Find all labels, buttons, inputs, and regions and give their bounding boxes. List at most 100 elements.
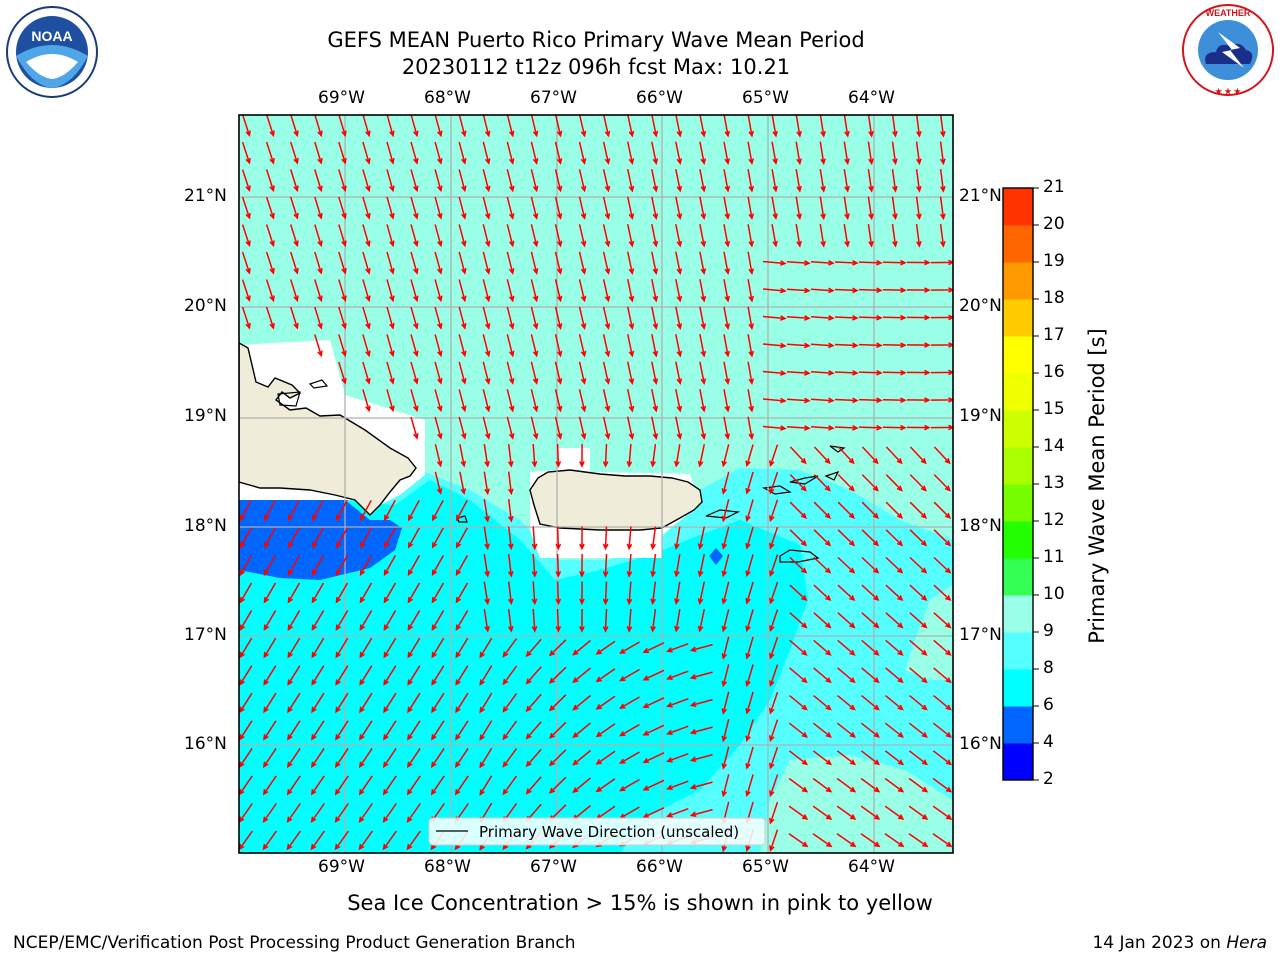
- colorbar-swatch: [1003, 188, 1033, 226]
- wave-arrow: [723, 361, 731, 386]
- wave-arrow: [651, 115, 659, 138]
- wave-arrow: [482, 279, 491, 303]
- lon-tick-bottom-69: 69°W: [318, 857, 365, 877]
- wave-arrow: [434, 251, 443, 275]
- wave-arrow: [483, 443, 490, 468]
- lat-tick-left-21: 21°N: [184, 186, 227, 206]
- wave-arrow: [406, 803, 421, 823]
- wave-arrow: [933, 584, 952, 602]
- wave-arrow: [626, 361, 635, 385]
- wave-arrow: [721, 719, 730, 743]
- map-frame: [238, 114, 954, 854]
- wave-arrow: [723, 141, 731, 166]
- wave-arrow: [674, 526, 681, 550]
- wave-arrow: [745, 719, 754, 743]
- wave-arrow: [675, 361, 683, 385]
- wave-arrow: [359, 610, 373, 631]
- wave-arrow: [812, 750, 833, 766]
- footer-date: 14 Jan 2023 on Hera: [1092, 933, 1267, 953]
- wave-arrow: [812, 777, 833, 793]
- wave-arrow: [885, 584, 904, 602]
- wave-arrow: [723, 224, 731, 248]
- wave-arrow: [359, 665, 373, 686]
- wave-arrow: [626, 169, 635, 193]
- colorbar-swatch: [1003, 743, 1033, 781]
- wave-arrow: [482, 334, 491, 358]
- wave-arrow: [410, 196, 419, 220]
- legend-box: [428, 817, 766, 846]
- wave-arrow: [287, 665, 301, 686]
- wave-arrow: [650, 554, 657, 578]
- wave-direction-arrows: [239, 115, 953, 853]
- wave-arrow: [239, 582, 253, 604]
- wave-arrow: [239, 637, 253, 659]
- wave-arrow: [745, 471, 754, 495]
- wave-arrow: [431, 692, 445, 714]
- wave-arrow: [769, 526, 779, 550]
- wave-arrow: [769, 471, 779, 495]
- wave-arrow: [595, 778, 616, 793]
- wave-arrow: [311, 610, 325, 631]
- wave-arrow: [548, 694, 567, 712]
- wave-arrow: [286, 775, 301, 796]
- wave-arrow: [769, 719, 779, 742]
- wave-arrow: [909, 529, 928, 547]
- wave-arrow: [555, 581, 562, 606]
- wave-arrow: [602, 581, 609, 606]
- wave-arrow: [885, 474, 903, 492]
- wave-arrow: [675, 389, 683, 413]
- wave-arrow: [885, 529, 904, 547]
- wave-arrow: [602, 361, 611, 385]
- wave-arrow: [723, 169, 731, 193]
- wave-arrow: [483, 526, 490, 551]
- wave-arrow: [548, 776, 567, 794]
- wave-arrow: [788, 750, 809, 766]
- wave-arrow: [789, 612, 808, 629]
- wave-arrow: [362, 169, 371, 193]
- wave-arrow: [287, 582, 301, 604]
- wave-arrow: [747, 251, 755, 275]
- wave-arrow: [241, 141, 251, 165]
- wave-arrow: [769, 746, 779, 770]
- wave-arrow: [362, 224, 371, 248]
- wave-arrow: [335, 527, 348, 549]
- wave-arrow: [813, 667, 832, 684]
- wave-arrow: [458, 361, 467, 385]
- wave-arrow: [310, 747, 325, 769]
- wave-arrow: [843, 115, 850, 138]
- wave-arrow: [410, 306, 419, 330]
- colorbar-swatch: [1003, 373, 1033, 411]
- wave-arrow: [836, 833, 857, 848]
- wave-arrow: [666, 725, 689, 736]
- wave-arrow: [434, 224, 443, 248]
- wave-arrow: [786, 425, 811, 431]
- wave-arrow: [434, 196, 443, 220]
- colorbar-tick-label: 11: [1043, 547, 1065, 567]
- wave-arrow: [410, 224, 419, 248]
- lat-tick-left-20: 20°N: [184, 296, 227, 316]
- wave-arrow: [383, 720, 397, 741]
- wave-arrow: [650, 526, 657, 551]
- wave-arrow: [810, 315, 835, 321]
- wave-arrow: [813, 474, 831, 492]
- wave-arrow: [867, 223, 874, 248]
- wave-arrow: [314, 141, 323, 165]
- wave-arrow: [745, 444, 754, 468]
- wave-arrow: [362, 196, 371, 220]
- wave-arrow: [482, 196, 491, 220]
- wave-arrow: [241, 279, 251, 303]
- wave-arrow: [834, 369, 859, 376]
- wave-arrow: [239, 499, 252, 522]
- wave-arrow: [578, 251, 587, 275]
- wave-arrow: [358, 803, 373, 823]
- wave-arrow: [689, 781, 713, 790]
- wave-arrow: [861, 529, 880, 547]
- wave-arrow: [265, 279, 275, 303]
- lon-tick-top-64: 64°W: [848, 88, 895, 108]
- wave-arrow: [595, 695, 616, 710]
- wave-arrow: [618, 641, 640, 654]
- lat-tick-right-21: 21°N: [959, 186, 1002, 206]
- wave-arrow: [837, 612, 856, 629]
- wave-arrow: [882, 342, 907, 348]
